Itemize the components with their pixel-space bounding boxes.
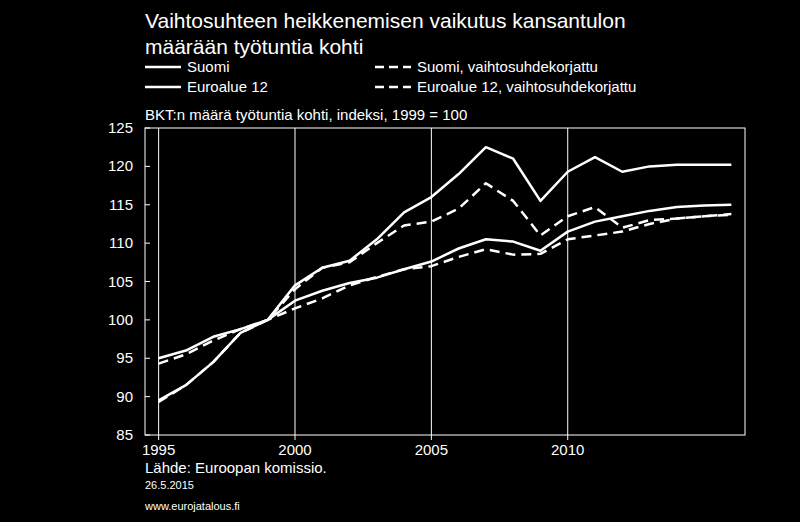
x-tick-label: 2010 xyxy=(551,441,584,458)
y-tick-label: 85 xyxy=(116,426,133,443)
y-tick-label: 90 xyxy=(116,388,133,405)
series-line xyxy=(159,147,732,400)
legend-swatch xyxy=(375,86,411,89)
y-tick-label: 95 xyxy=(116,349,133,366)
subtitle: BKT:n määrä työtuntia kohti, indeksi, 19… xyxy=(145,106,467,123)
plot-area xyxy=(159,147,732,402)
y-tick xyxy=(145,281,150,282)
x-tick xyxy=(295,435,296,440)
y-tick-label: 110 xyxy=(109,234,133,251)
legend-label: Suomi, vaihtosuhdekorjattu xyxy=(417,58,598,75)
y-tick xyxy=(145,128,150,129)
series-line xyxy=(159,214,732,364)
y-tick xyxy=(145,166,150,167)
grid-line xyxy=(567,128,568,435)
source: Lähde: Euroopan komissio. xyxy=(145,459,327,476)
grid-line xyxy=(295,128,296,435)
y-tick xyxy=(145,396,150,397)
x-tick xyxy=(431,435,432,440)
title: Vaihtosuhteen heikkenemisen vaikutus kan… xyxy=(145,9,626,58)
y-tick xyxy=(145,435,150,436)
x-tick-label: 1995 xyxy=(142,441,175,458)
y-tick-label: 115 xyxy=(109,196,133,213)
y-tick-label: 125 xyxy=(108,119,133,136)
x-tick xyxy=(567,435,568,440)
series-line xyxy=(159,205,732,359)
series-line xyxy=(159,183,732,402)
legend-label: Euroalue 12 xyxy=(187,78,268,95)
y-tick-label: 100 xyxy=(108,311,133,328)
grid-line xyxy=(431,128,432,435)
plot-frame xyxy=(145,128,745,435)
y-tick xyxy=(145,204,150,205)
y-tick xyxy=(145,358,150,359)
y-tick xyxy=(145,319,150,320)
legend-swatch xyxy=(145,86,181,89)
x-tick-label: 2000 xyxy=(278,441,311,458)
title-line: Vaihtosuhteen heikkenemisen vaikutus kan… xyxy=(145,9,626,32)
website: www.eurojatalous.fi xyxy=(144,500,240,512)
legend-label: Suomi xyxy=(187,58,230,75)
x-tick xyxy=(158,435,159,440)
y-tick-label: 105 xyxy=(108,273,133,290)
chart: Vaihtosuhteen heikkenemisen vaikutus kan… xyxy=(0,0,800,522)
grid-line xyxy=(158,128,159,435)
legend-swatch xyxy=(145,66,181,69)
legend: Suomi Suomi, vaihtosuhdekorjattu Euroalue … xyxy=(145,58,636,95)
y-tick-label: 120 xyxy=(108,157,133,174)
y-tick xyxy=(145,243,150,244)
legend-label: Euroalue 12, vaihtosuhdekorjattu xyxy=(417,78,636,95)
title-line: määrään työtuntia kohti xyxy=(145,35,363,58)
date: 26.5.2015 xyxy=(145,479,194,491)
legend-swatch xyxy=(375,66,411,69)
x-tick-label: 2005 xyxy=(415,441,448,458)
